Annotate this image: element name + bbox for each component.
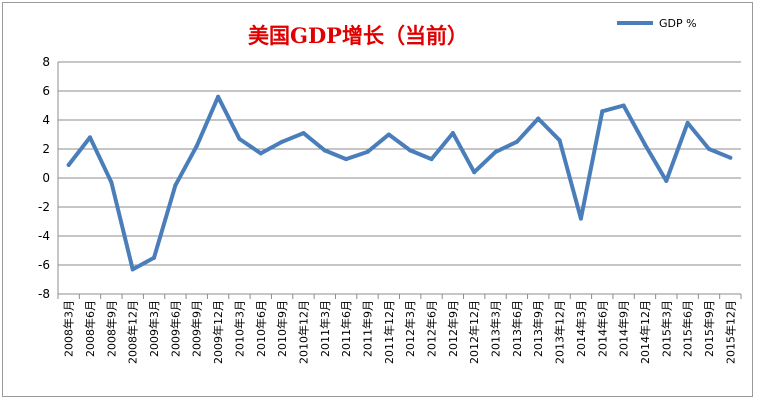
x-tick-label: 2014年3月: [574, 300, 588, 357]
y-tick-label: 4: [42, 113, 50, 127]
x-tick-label: 2013年9月: [531, 300, 545, 357]
y-tick-label: 6: [42, 84, 50, 98]
data-point: [450, 131, 455, 136]
chart-title: 美国GDP增长（当前）: [248, 23, 468, 48]
data-point: [322, 148, 327, 153]
data-point: [472, 170, 477, 175]
x-tick-label: 2011年3月: [318, 300, 332, 357]
x-tick-label: 2014年6月: [595, 300, 609, 357]
x-tick-label: 2015年3月: [659, 300, 673, 357]
x-tick-label: 2015年6月: [681, 300, 695, 357]
x-tick-label: 2009年3月: [147, 300, 161, 357]
x-tick-label: 2015年9月: [702, 300, 716, 357]
data-point: [706, 147, 711, 151]
gridlines: [58, 61, 741, 295]
x-tick-label: 2014年9月: [617, 300, 631, 357]
x-tick-label: 2012年12月: [467, 300, 481, 364]
legend: GDP %: [617, 17, 697, 30]
x-tick-label: 2015年12月: [723, 300, 737, 364]
data-point: [109, 180, 114, 185]
legend-label: GDP %: [659, 17, 697, 30]
x-tick-label: 2009年9月: [190, 300, 204, 357]
chart-frame: 美国GDP增长（当前） GDP % 8 6 4 2 0 -2 -4 -6 -8 2008年3月 2…: [2, 2, 753, 397]
data-point: [152, 255, 157, 260]
data-point: [685, 120, 690, 125]
x-tick-label: 2013年6月: [510, 300, 524, 357]
data-point: [600, 109, 605, 114]
data-point: [429, 157, 434, 162]
y-tick-label: -2: [38, 200, 50, 214]
data-point: [280, 139, 285, 144]
data-point: [664, 178, 669, 183]
y-tick-label: 2: [42, 142, 50, 156]
x-tick-label: 2010年6月: [254, 300, 268, 357]
x-tick-label: 2011年12月: [382, 300, 396, 364]
x-tick-label: 2009年12月: [211, 300, 225, 364]
data-point: [578, 216, 583, 221]
data-point: [536, 116, 541, 121]
x-tick-label: 2012年9月: [446, 300, 460, 357]
data-point: [258, 151, 263, 156]
data-point: [642, 142, 647, 147]
data-point: [365, 149, 370, 154]
data-point: [344, 157, 349, 162]
x-tick-label: 2008年6月: [83, 300, 97, 357]
data-point: [408, 148, 413, 153]
x-tick-label: 2014年12月: [638, 300, 652, 364]
y-tick-label: -6: [38, 258, 50, 272]
data-point: [66, 162, 71, 167]
series-gdp: [66, 94, 733, 272]
x-tick-label: 2008年3月: [62, 300, 76, 357]
data-point: [88, 135, 93, 140]
data-point: [237, 136, 242, 141]
y-tick-label: -4: [38, 229, 50, 243]
x-tick-label: 2011年9月: [360, 300, 374, 357]
x-tick-label: 2010年12月: [296, 300, 310, 364]
y-tick-label: -8: [38, 287, 50, 301]
data-point: [130, 267, 135, 272]
y-tick-label: 8: [42, 55, 50, 69]
x-tick-label: 2010年3月: [232, 300, 246, 357]
x-axis: 2008年3月 2008年6月 2008年9月 2008年12月 2009年3月 2009…: [57, 62, 742, 364]
data-point: [557, 138, 562, 143]
data-point: [301, 131, 306, 136]
series-line: [66, 94, 733, 272]
x-tick-label: 2012年6月: [425, 300, 439, 357]
x-tick-label: 2008年9月: [104, 300, 118, 357]
x-tick-label: 2010年9月: [275, 300, 289, 357]
x-tick-label: 2013年12月: [553, 300, 567, 364]
y-axis-ticks: 8 6 4 2 0 -2 -4 -6 -8: [38, 55, 50, 301]
data-point: [194, 144, 199, 149]
data-point: [728, 155, 733, 160]
x-tick-label: 2011年6月: [339, 300, 353, 357]
x-tick-label: 2009年6月: [168, 300, 182, 357]
x-tick-label: 2013年3月: [489, 300, 503, 357]
data-point: [216, 94, 221, 99]
data-point: [514, 139, 519, 144]
data-point: [173, 183, 178, 188]
x-tick-label: 2008年12月: [126, 300, 140, 364]
x-tick-label: 2012年3月: [403, 300, 417, 357]
data-point: [621, 103, 626, 108]
data-point: [493, 149, 498, 154]
data-point: [386, 132, 391, 137]
y-tick-label: 0: [42, 171, 50, 185]
